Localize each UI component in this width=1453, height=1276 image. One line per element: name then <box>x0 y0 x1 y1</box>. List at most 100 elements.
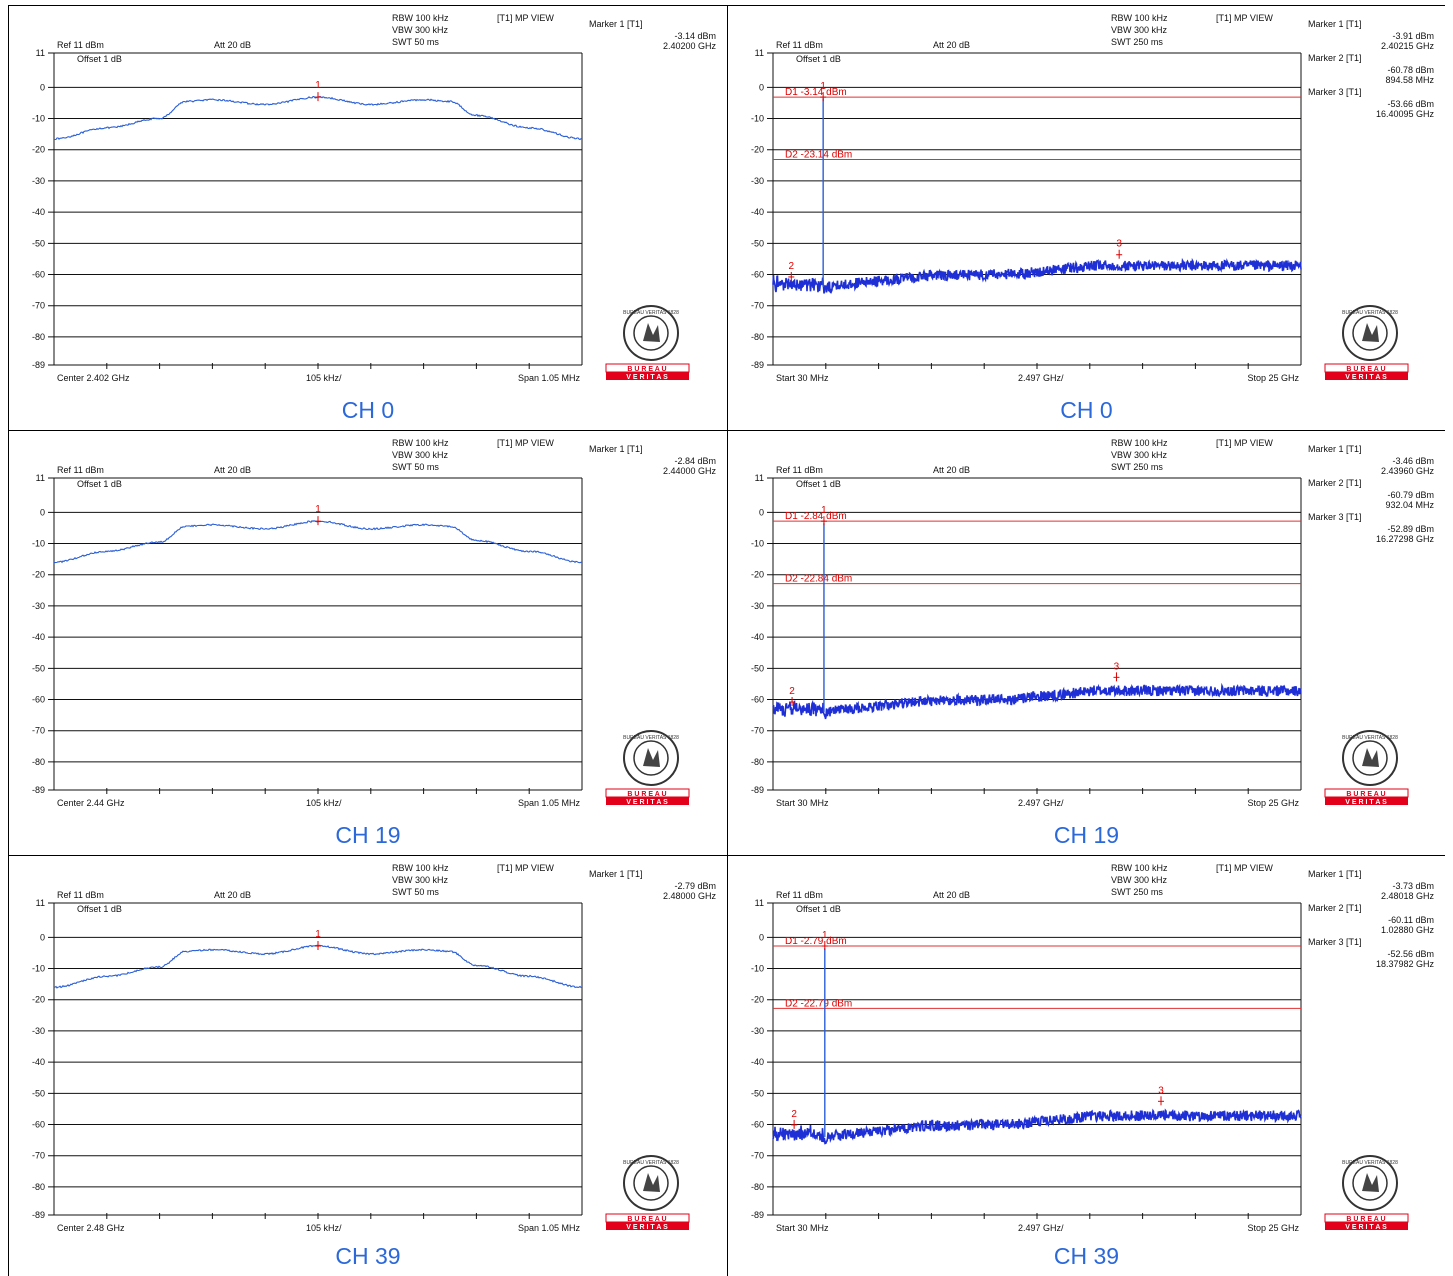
division-label: 105 kHz/ <box>306 798 342 808</box>
marker-1-label: Marker 1 [T1] <box>589 444 643 454</box>
span-label: Span 1.05 MHz <box>518 1223 581 1233</box>
attenuation-label: Att 20 dB <box>933 465 970 475</box>
trace-line <box>772 1108 1302 1145</box>
marker-1-number: 1 <box>820 81 826 92</box>
logo-word-veritas: V E R I T A S <box>1345 799 1387 806</box>
ref-level-label: Ref 11 dBm <box>776 465 823 475</box>
y-tick-label: 0 <box>759 507 764 517</box>
bureau-veritas-logo: BUREAU VERITAS 1828 B U R E A UV E R I T … <box>605 730 690 806</box>
y-tick-label: -80 <box>751 1182 764 1192</box>
logo-ring-text: BUREAU VERITAS 1828 <box>623 1160 679 1166</box>
limit-d1-label: D1 -2.79 dBm <box>785 936 847 947</box>
trace-line <box>53 519 582 564</box>
center-frequency-label: Center 2.402 GHz <box>57 373 130 383</box>
marker-2-frequency: 894.58 MHz <box>1385 75 1434 85</box>
logo-figure-icon <box>1362 323 1379 342</box>
logo-ring-text: BUREAU VERITAS 1828 <box>623 735 679 741</box>
chart-panel-3: Ref 11 dBm Att 20 dB RBW 100 kHz VBW 300 kH… <box>9 431 727 855</box>
marker-2-label: Marker 2 [T1] <box>1308 478 1362 488</box>
logo-word-veritas: V E R I T A S <box>626 799 668 806</box>
y-tick-label: -80 <box>751 757 764 767</box>
marker-2-level: -60.79 dBm <box>1387 490 1434 500</box>
spectrum-plot: Ref 11 dBm Att 20 dB RBW 100 kHz VBW 300 kH… <box>751 863 1435 1233</box>
y-tick-label: 11 <box>36 473 45 483</box>
logo-band-bottom <box>1325 797 1408 805</box>
division-label: 105 kHz/ <box>306 373 342 383</box>
logo-band-bottom <box>1325 372 1408 380</box>
channel-caption: CH 39 <box>1053 1243 1120 1269</box>
y-tick-label: -10 <box>751 539 764 549</box>
table-divider-vertical <box>727 5 728 1276</box>
trace-view-label: [T1] MP VIEW <box>497 438 554 448</box>
trace-view-label: [T1] MP VIEW <box>1216 863 1273 873</box>
y-tick-label: -30 <box>751 176 764 186</box>
logo-figure-icon <box>643 748 660 767</box>
y-tick-label: -80 <box>751 332 764 342</box>
bureau-veritas-logo: BUREAU VERITAS 1828 B U R E A UV E R I T … <box>1324 305 1409 381</box>
y-tick-label: -89 <box>751 1210 764 1220</box>
y-tick-label: -50 <box>32 1088 45 1098</box>
y-tick-label: 0 <box>40 932 45 942</box>
ref-level-label: Ref 11 dBm <box>57 890 104 900</box>
logo-ring-text: BUREAU VERITAS 1828 <box>623 310 679 316</box>
y-tick-label: -20 <box>751 995 764 1005</box>
y-tick-label: -50 <box>32 663 45 673</box>
y-tick-label: -89 <box>32 785 45 795</box>
logo-ring-text: BUREAU VERITAS 1828 <box>1342 310 1398 316</box>
logo-word-bureau: B U R E A U <box>627 366 666 373</box>
marker-1-frequency: 2.44000 GHz <box>663 466 717 476</box>
attenuation-label: Att 20 dB <box>933 890 970 900</box>
y-tick-label: -40 <box>32 632 45 642</box>
y-tick-label: -70 <box>32 1151 45 1161</box>
trace-line <box>53 95 583 141</box>
y-tick-label: -60 <box>32 695 45 705</box>
division-label: 2.497 GHz/ <box>1018 1223 1064 1233</box>
channel-caption: CH 0 <box>341 397 395 423</box>
y-tick-label: -20 <box>32 995 45 1005</box>
marker-2-level: -60.78 dBm <box>1387 65 1434 75</box>
channel-caption: CH 19 <box>335 822 401 848</box>
chart-panel-1: Ref 11 dBm Att 20 dB RBW 100 kHz VBW 300 kH… <box>9 6 727 430</box>
y-tick-label: -89 <box>751 785 764 795</box>
logo-band-bottom <box>1325 1222 1408 1230</box>
bureau-veritas-logo: BUREAU VERITAS 1828 B U R E A UV E R I T … <box>1324 730 1409 806</box>
marker-3-level: -53.66 dBm <box>1387 99 1434 109</box>
marker-3-number: 3 <box>1158 1085 1164 1096</box>
spectrum-plot: Ref 11 dBm Att 20 dB RBW 100 kHz VBW 300 kH… <box>32 438 717 808</box>
marker-1-number: 1 <box>315 80 321 91</box>
y-tick-label: -70 <box>751 301 764 311</box>
trace-line <box>53 944 582 989</box>
logo-ring-text: BUREAU VERITAS 1828 <box>1342 735 1398 741</box>
y-tick-label: -60 <box>32 1120 45 1130</box>
y-tick-label: -70 <box>751 726 764 736</box>
y-tick-label: -20 <box>32 570 45 580</box>
marker-1-label: Marker 1 [T1] <box>1308 444 1362 454</box>
logo-band-bottom <box>606 1222 689 1230</box>
y-tick-label: -10 <box>32 114 45 124</box>
limit-d2-label: D2 -22.79 dBm <box>785 998 852 1009</box>
logo-word-veritas: V E R I T A S <box>1345 1224 1387 1231</box>
attenuation-label: Att 20 dB <box>214 465 251 475</box>
y-tick-label: 0 <box>759 82 764 92</box>
sweep-time-label: SWT 250 ms <box>1111 462 1163 472</box>
marker-1-level: -3.91 dBm <box>1392 31 1434 41</box>
logo-figure-icon <box>1362 748 1379 767</box>
y-tick-label: -30 <box>32 1026 45 1036</box>
limit-d1-label: D1 -2.84 dBm <box>785 511 847 522</box>
y-tick-label: -30 <box>751 601 764 611</box>
y-tick-label: -70 <box>751 1151 764 1161</box>
y-tick-label: -10 <box>751 114 764 124</box>
rbw-label: RBW 100 kHz <box>1111 438 1168 448</box>
marker-3-label: Marker 3 [T1] <box>1308 87 1362 97</box>
marker-1-label: Marker 1 [T1] <box>589 869 643 879</box>
center-frequency-label: Center 2.48 GHz <box>57 1223 125 1233</box>
y-tick-label: -10 <box>751 964 764 974</box>
start-frequency-label: Start 30 MHz <box>776 798 829 808</box>
division-label: 2.497 GHz/ <box>1018 798 1064 808</box>
chart-panel-2: Ref 11 dBm Att 20 dB RBW 100 kHz VBW 300 kH… <box>728 6 1445 430</box>
marker-3-level: -52.89 dBm <box>1387 524 1434 534</box>
vbw-label: VBW 300 kHz <box>392 875 449 885</box>
y-tick-label: -20 <box>751 145 764 155</box>
rbw-label: RBW 100 kHz <box>1111 13 1168 23</box>
marker-1-level: -2.84 dBm <box>674 456 716 466</box>
